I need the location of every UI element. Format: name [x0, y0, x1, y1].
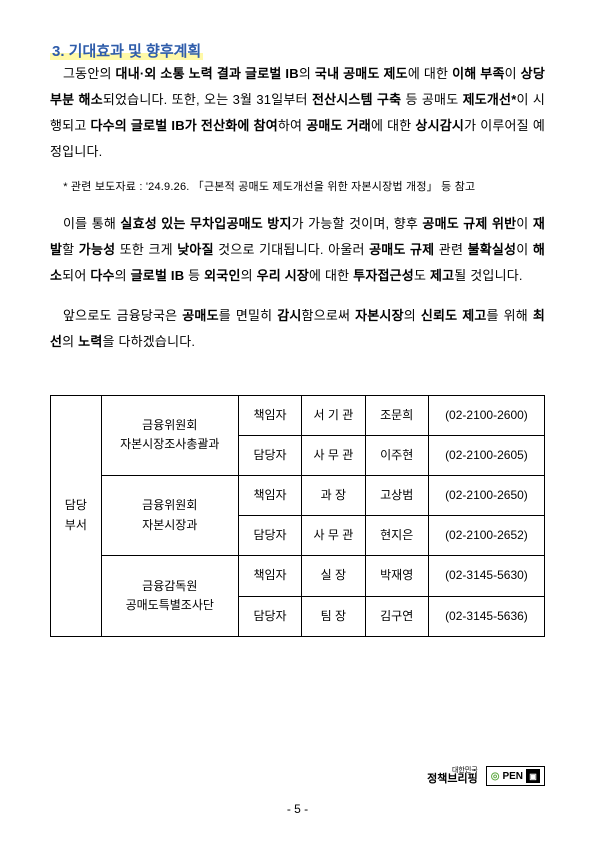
- pos-cell: 사 무 관: [302, 516, 365, 556]
- org-cell: 금융위원회 자본시장과: [101, 475, 238, 555]
- name-cell: 박재영: [365, 556, 428, 596]
- org-cell: 금융위원회 자본시장조사총괄과: [101, 395, 238, 475]
- pos-cell: 서 기 관: [302, 395, 365, 435]
- org-cell: 금융감독원 공매도특별조사단: [101, 556, 238, 636]
- name-cell: 김구연: [365, 596, 428, 636]
- dept-label: 담당 부서: [51, 395, 102, 636]
- phone-cell: (02-3145-5630): [428, 556, 544, 596]
- footer-logos: 대한민국 정책브리핑 ◎PEN ▣: [427, 766, 545, 786]
- pos-cell: 팀 장: [302, 596, 365, 636]
- table-row: 금융위원회 자본시장과 책임자 과 장 고상범 (02-2100-2650): [51, 475, 545, 515]
- footnote: * 관련 보도자료 : '24.9.26. 「근본적 공매도 제도개선을 위한 …: [50, 179, 545, 197]
- contact-table: 담당 부서 금융위원회 자본시장조사총괄과 책임자 서 기 관 조문희 (02-…: [50, 395, 545, 637]
- table-row: 담당 부서 금융위원회 자본시장조사총괄과 책임자 서 기 관 조문희 (02-…: [51, 395, 545, 435]
- paragraph-3: 앞으로도 금융당국은 공매도를 면밀히 감시함으로써 자본시장의 신뢰도 제고를…: [50, 303, 545, 355]
- pos-cell: 실 장: [302, 556, 365, 596]
- mark-icon: ▣: [526, 769, 540, 783]
- logo-policy-briefing: 대한민국 정책브리핑: [427, 767, 478, 785]
- phone-cell: (02-2100-2600): [428, 395, 544, 435]
- phone-cell: (02-2100-2650): [428, 475, 544, 515]
- role-cell: 책임자: [238, 395, 301, 435]
- role-cell: 책임자: [238, 556, 301, 596]
- role-cell: 담당자: [238, 435, 301, 475]
- table-row: 금융감독원 공매도특별조사단 책임자 실 장 박재영 (02-3145-5630…: [51, 556, 545, 596]
- pos-cell: 과 장: [302, 475, 365, 515]
- role-cell: 담당자: [238, 516, 301, 556]
- name-cell: 고상범: [365, 475, 428, 515]
- phone-cell: (02-3145-5636): [428, 596, 544, 636]
- logo-open: ◎PEN ▣: [486, 766, 545, 786]
- section-title: 3. 기대효과 및 향후계획: [50, 40, 545, 61]
- pos-cell: 사 무 관: [302, 435, 365, 475]
- paragraph-2: 이를 통해 실효성 있는 무차입공매도 방지가 가능할 것이며, 향후 공매도 …: [50, 211, 545, 289]
- name-cell: 현지은: [365, 516, 428, 556]
- name-cell: 조문희: [365, 395, 428, 435]
- role-cell: 담당자: [238, 596, 301, 636]
- page-number: - 5 -: [0, 802, 595, 816]
- phone-cell: (02-2100-2652): [428, 516, 544, 556]
- phone-cell: (02-2100-2605): [428, 435, 544, 475]
- name-cell: 이주현: [365, 435, 428, 475]
- role-cell: 책임자: [238, 475, 301, 515]
- paragraph-1: 그동안의 대내·외 소통 노력 결과 글로벌 IB의 국내 공매도 제도에 대한…: [50, 61, 545, 165]
